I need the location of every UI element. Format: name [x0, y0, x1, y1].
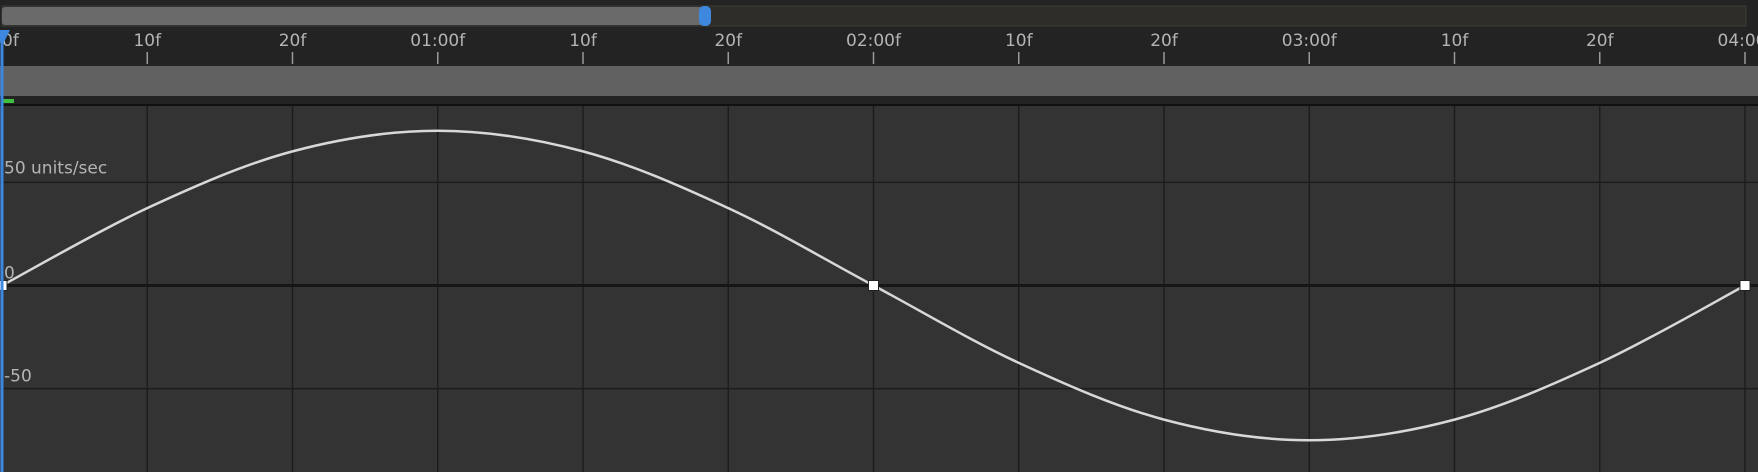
ruler-label: 04:00f [1718, 31, 1758, 51]
ruler-label: 10f [1441, 31, 1470, 51]
ruler-label: 20f [1586, 31, 1615, 51]
ruler-label: 01:00f [410, 31, 466, 51]
ruler-label: 03:00f [1282, 31, 1338, 51]
scroll-handle[interactable] [699, 6, 711, 26]
ruler-label: 10f [1005, 31, 1034, 51]
y-label: 0 [4, 264, 15, 284]
ruler-label: 10f [133, 31, 162, 51]
y-label: -50 [4, 367, 32, 387]
ruler-label: 02:00f [846, 31, 902, 51]
ruler-label: 20f [1150, 31, 1179, 51]
y-label: 50 units/sec [4, 158, 107, 178]
playhead-handle[interactable] [0, 30, 10, 46]
scroll-thumb[interactable] [2, 7, 704, 25]
ruler-label: 10f [569, 31, 598, 51]
keyframe[interactable] [1739, 280, 1751, 291]
ruler-label: 20f [714, 31, 743, 51]
ruler-label: 20f [279, 31, 308, 51]
work-area-bar[interactable] [0, 66, 1758, 96]
cache-indicator [2, 99, 14, 103]
keyframe[interactable] [868, 280, 879, 291]
